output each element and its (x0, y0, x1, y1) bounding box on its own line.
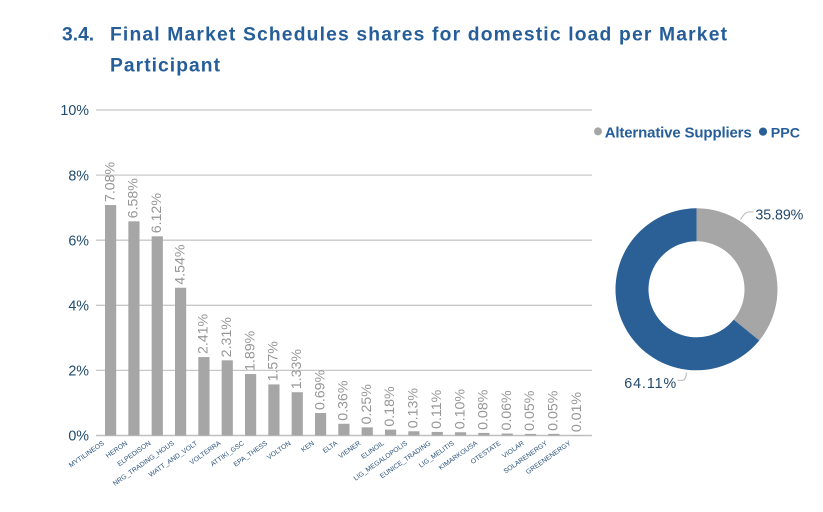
svg-text:2.41%: 2.41% (196, 313, 212, 354)
svg-text:7.08%: 7.08% (102, 161, 118, 202)
svg-text:6.12%: 6.12% (149, 193, 165, 234)
svg-text:Alternative Suppliers: Alternative Suppliers (605, 125, 752, 142)
svg-text:0.25%: 0.25% (359, 384, 375, 425)
svg-text:3.4.: 3.4. (62, 25, 94, 46)
svg-text:6.58%: 6.58% (126, 178, 142, 219)
svg-text:PPC: PPC (771, 126, 800, 142)
svg-text:Final Market Schedules shares: Final Market Schedules shares for domest… (110, 25, 728, 46)
svg-text:0.18%: 0.18% (382, 386, 398, 427)
svg-text:0.36%: 0.36% (336, 380, 352, 421)
svg-text:0.01%: 0.01% (569, 392, 585, 433)
svg-text:0.69%: 0.69% (312, 369, 328, 410)
svg-text:0.06%: 0.06% (499, 390, 515, 431)
svg-text:6%: 6% (68, 233, 89, 249)
svg-text:1.33%: 1.33% (289, 349, 305, 390)
svg-text:4%: 4% (68, 299, 89, 315)
svg-text:0.05%: 0.05% (522, 390, 538, 431)
svg-text:8%: 8% (68, 168, 89, 184)
svg-text:2%: 2% (68, 364, 89, 380)
svg-text:10%: 10% (60, 103, 89, 119)
svg-text:Participant: Participant (110, 55, 221, 76)
svg-text:2.31%: 2.31% (219, 317, 235, 358)
svg-text:0%: 0% (68, 429, 89, 445)
svg-text:0.10%: 0.10% (452, 389, 468, 430)
svg-text:64.11%: 64.11% (624, 376, 676, 392)
svg-text:1.57%: 1.57% (266, 341, 282, 382)
svg-text:4.54%: 4.54% (172, 244, 188, 285)
svg-text:0.05%: 0.05% (546, 390, 562, 431)
svg-text:35.89%: 35.89% (755, 207, 803, 223)
svg-text:1.89%: 1.89% (242, 330, 258, 371)
svg-text:0.11%: 0.11% (429, 389, 445, 429)
svg-text:0.08%: 0.08% (476, 389, 492, 430)
svg-text:0.13%: 0.13% (406, 388, 422, 429)
